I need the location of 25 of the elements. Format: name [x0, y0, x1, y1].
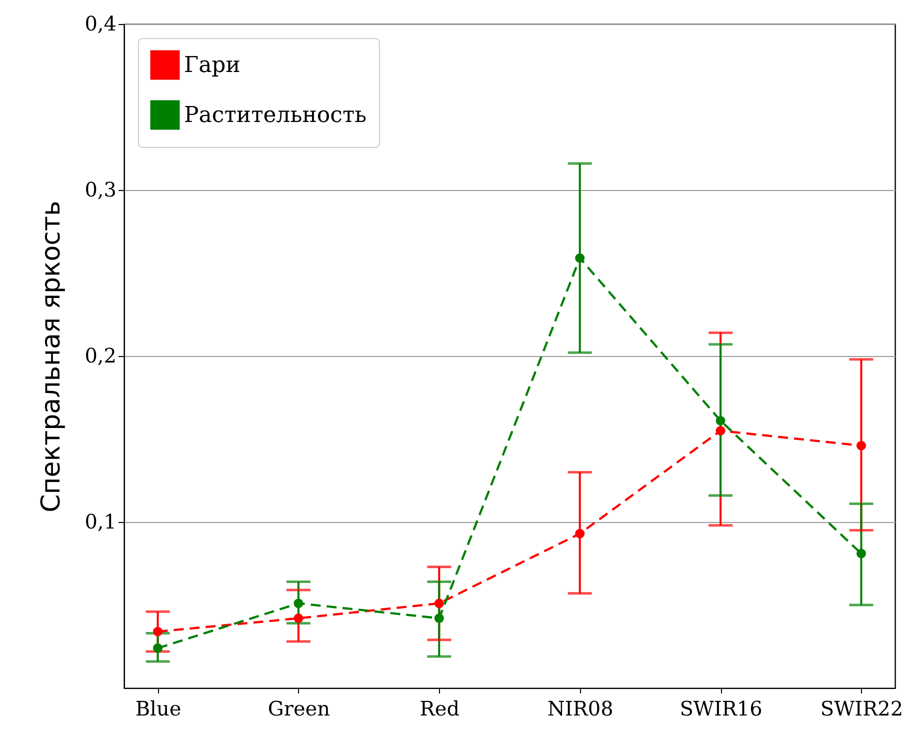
legend-label: Гари: [184, 53, 240, 78]
point: [856, 548, 866, 558]
point: [153, 626, 163, 636]
legend-label: Растительность: [184, 103, 367, 128]
point: [434, 614, 444, 624]
y-tick-label: 0,4: [84, 12, 116, 36]
point: [434, 598, 444, 608]
point: [716, 426, 726, 436]
x-tick-label: Red: [420, 696, 460, 720]
point: [716, 416, 726, 426]
x-tick-label: Green: [268, 696, 330, 720]
x-tick-label: Blue: [135, 696, 182, 720]
point: [575, 253, 585, 263]
y-axis-title: Спектральная яркость: [36, 200, 67, 512]
point: [856, 440, 866, 450]
y-tick-label: 0,1: [84, 510, 116, 534]
point: [153, 643, 163, 653]
point: [294, 614, 304, 624]
x-tick-label: SWIR22: [820, 696, 904, 720]
y-tick-label: 0,3: [84, 178, 116, 202]
x-tick-label: NIR08: [547, 696, 614, 720]
point: [575, 528, 585, 538]
point: [294, 598, 304, 608]
x-tick-label: SWIR16: [680, 696, 762, 720]
y-tick-label: 0,2: [84, 344, 116, 368]
